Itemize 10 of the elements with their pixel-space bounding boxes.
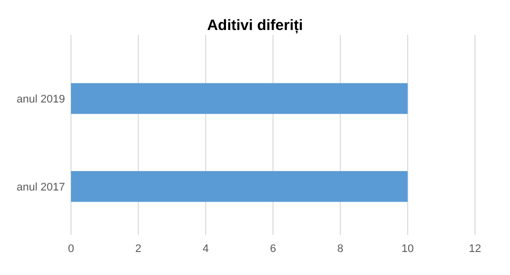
x-tick-label: 12 (468, 243, 482, 255)
chart-title: Aditivi diferiți (207, 17, 303, 34)
x-tick-label: 8 (337, 243, 344, 255)
x-tick-label: 6 (270, 243, 276, 255)
y-tick-label: anul 2019 (16, 93, 65, 106)
x-tick-label: 2 (135, 243, 142, 255)
x-tick-label: 0 (68, 243, 74, 255)
x-tick-label: 4 (202, 243, 209, 255)
y-tick-label: anul 2017 (16, 181, 65, 194)
x-tick-label: 10 (402, 243, 414, 255)
